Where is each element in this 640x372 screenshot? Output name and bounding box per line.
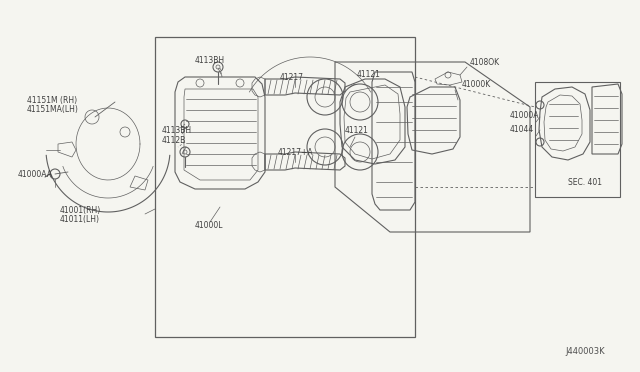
Text: 41217+A: 41217+A	[278, 148, 314, 157]
Text: J440003K: J440003K	[565, 347, 605, 356]
Text: 41044: 41044	[510, 125, 534, 134]
Text: 41000A: 41000A	[510, 110, 540, 119]
Text: SEC. 401: SEC. 401	[568, 177, 602, 186]
Text: 41217: 41217	[280, 73, 304, 81]
Text: 4113BH: 4113BH	[162, 125, 192, 135]
Text: 41121: 41121	[357, 70, 381, 78]
Text: 41151MA(LH): 41151MA(LH)	[27, 105, 79, 113]
Text: 41121: 41121	[345, 125, 369, 135]
Text: 41000L: 41000L	[195, 221, 223, 230]
Text: 41000AA: 41000AA	[18, 170, 53, 179]
Text: 41011(LH): 41011(LH)	[60, 215, 100, 224]
Text: 4108OK: 4108OK	[470, 58, 500, 67]
Text: 41151M (RH): 41151M (RH)	[27, 96, 77, 105]
Text: 4112B: 4112B	[162, 135, 186, 144]
Text: 4113BH: 4113BH	[195, 55, 225, 64]
Text: 41000K: 41000K	[462, 80, 492, 89]
Text: 41001(RH): 41001(RH)	[60, 205, 101, 215]
